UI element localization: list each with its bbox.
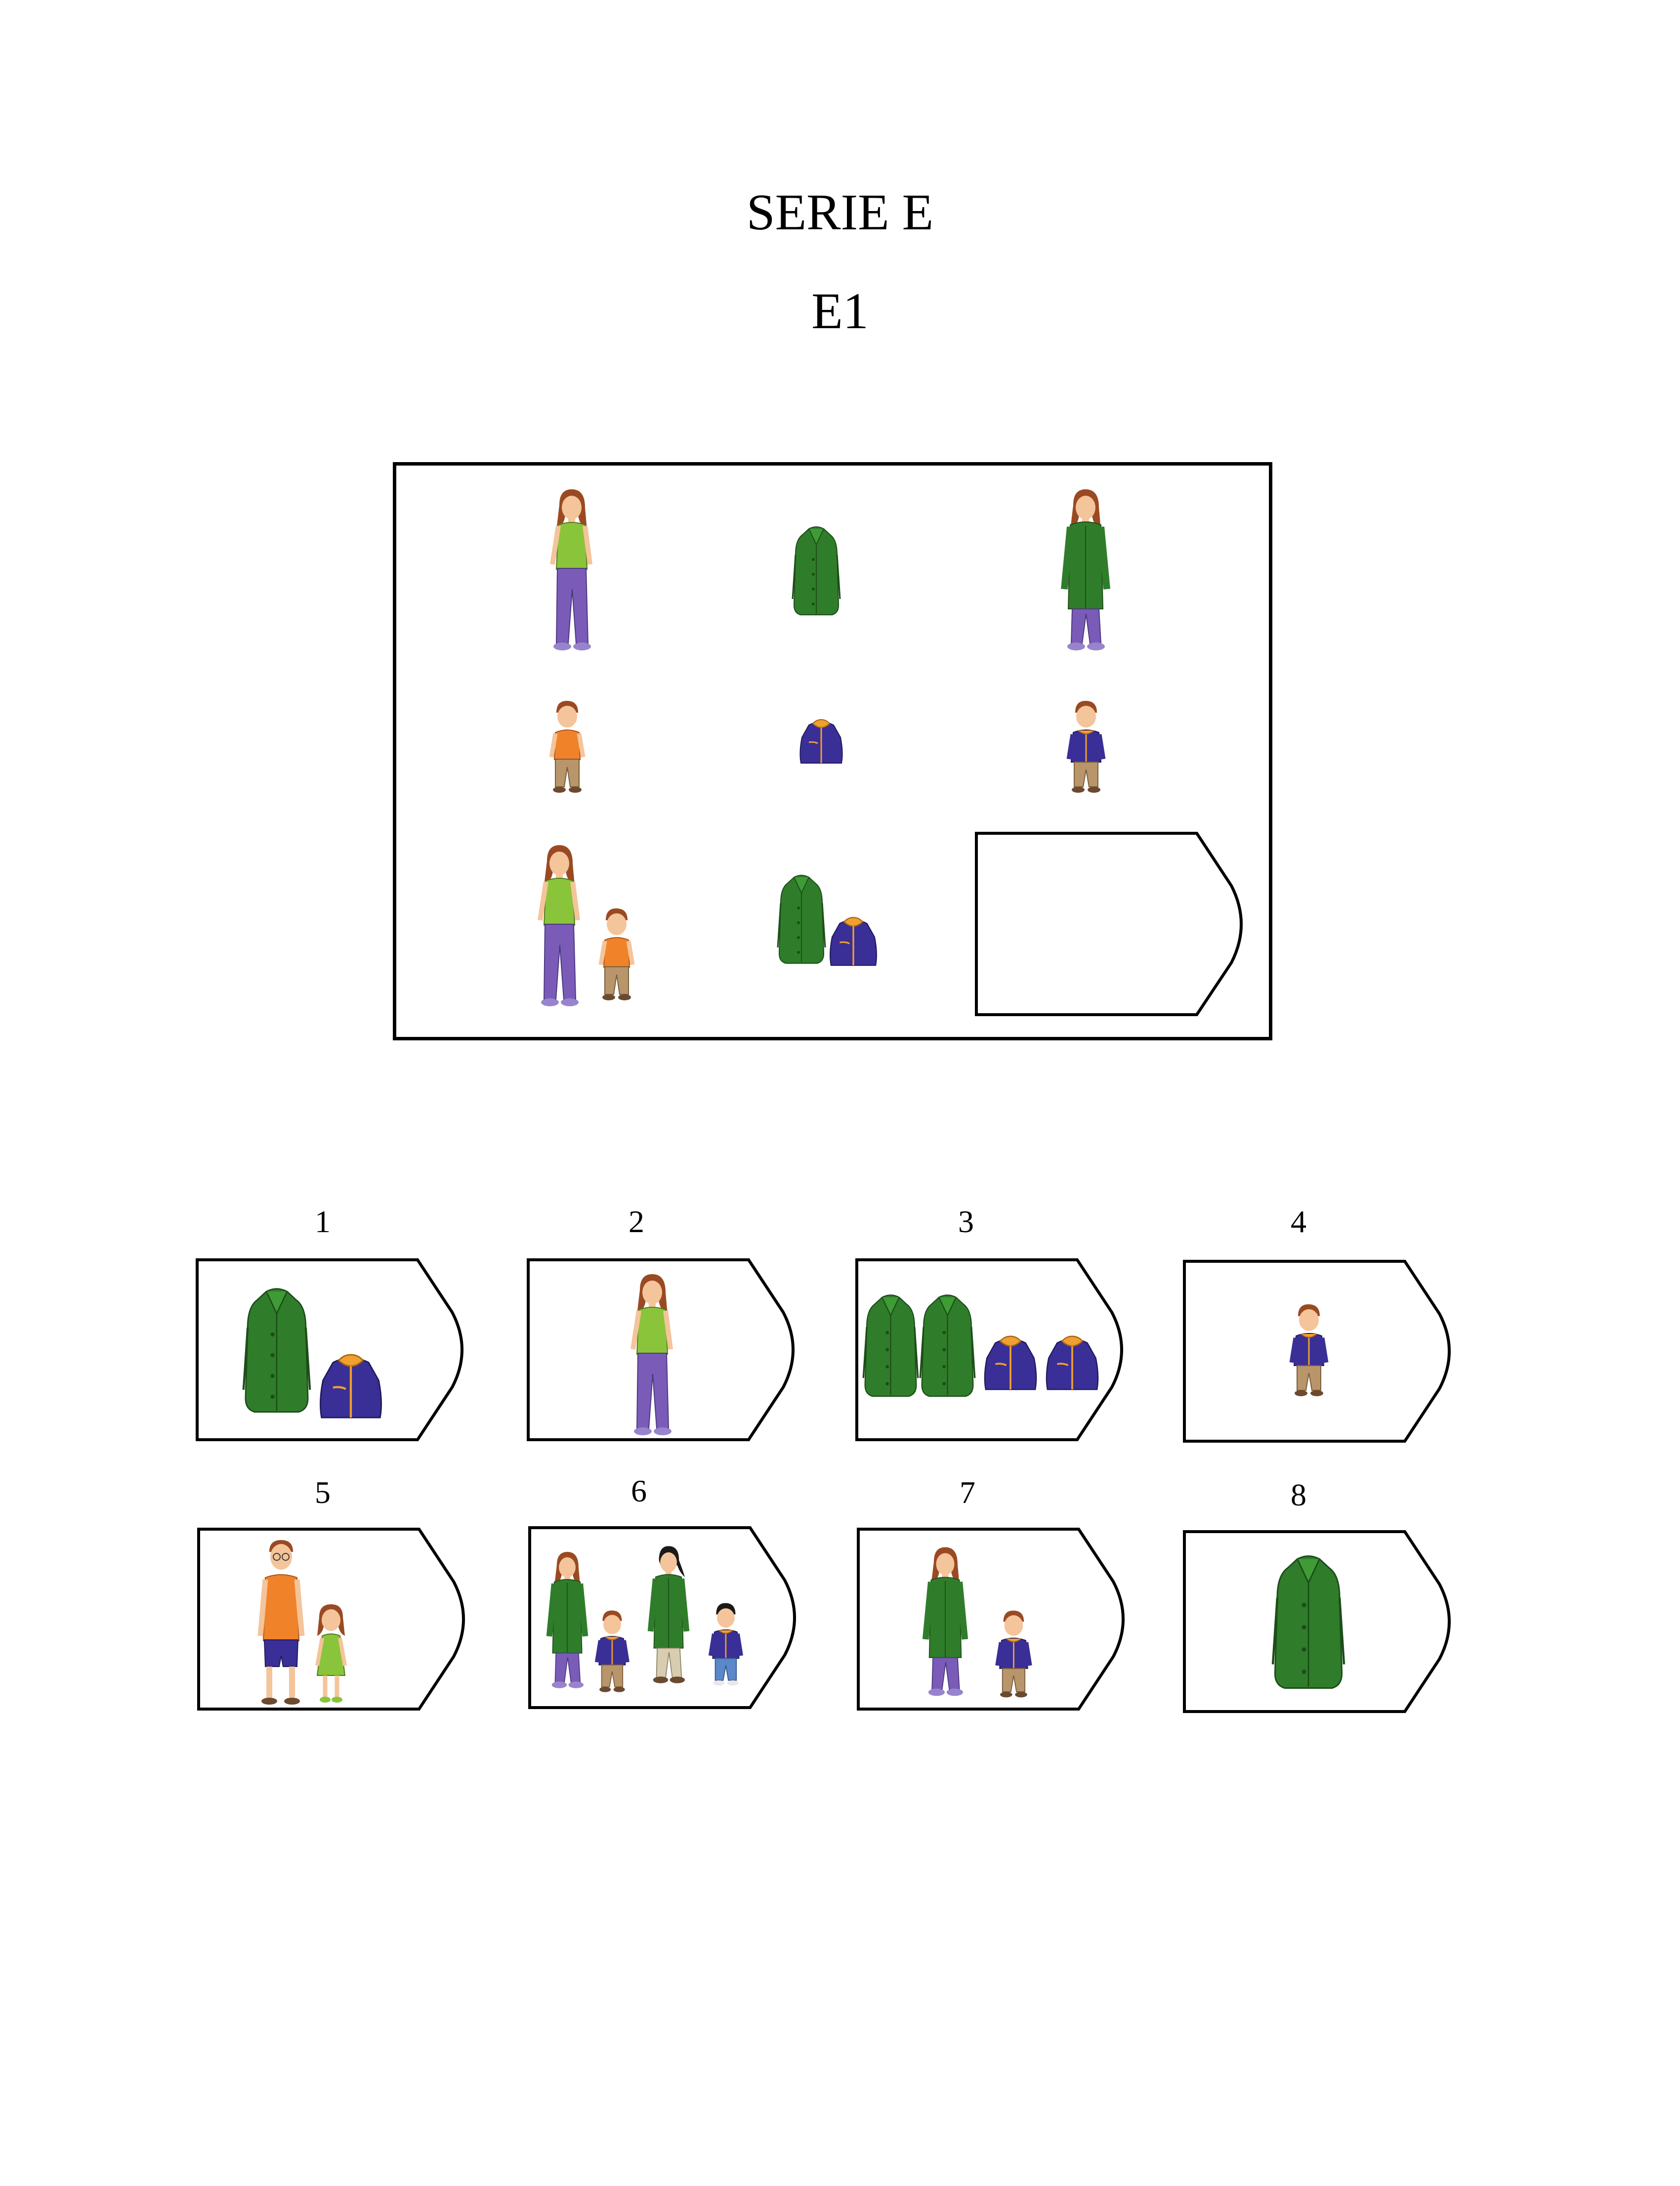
blue-jacket-icon [799, 718, 843, 770]
option-8[interactable] [1182, 1530, 1459, 1714]
boy-casual-figure [594, 905, 638, 1007]
option-3[interactable] [855, 1258, 1132, 1442]
option-number: 8 [1291, 1477, 1306, 1512]
option-1[interactable] [195, 1258, 472, 1442]
option-number: 5 [315, 1475, 331, 1510]
option-number: 3 [958, 1204, 974, 1239]
option-number: 7 [960, 1475, 975, 1510]
problem-matrix [393, 462, 1272, 1040]
option-number: 2 [629, 1204, 644, 1239]
option-5[interactable] [197, 1527, 473, 1711]
option-4[interactable] [1182, 1259, 1459, 1443]
green-coat-icon [777, 871, 826, 972]
option-7[interactable] [856, 1527, 1133, 1711]
series-title: SERIE E [746, 184, 934, 241]
option-6[interactable] [528, 1526, 804, 1710]
green-coat-icon [792, 525, 841, 621]
woman-green-coat-figure [1053, 485, 1118, 656]
option-number: 6 [631, 1473, 647, 1508]
option-number: 4 [1291, 1204, 1306, 1239]
option-number: 1 [315, 1204, 331, 1239]
boy-blue-jacket-figure [1063, 698, 1108, 799]
option-2[interactable] [526, 1258, 803, 1442]
boy-casual-figure [545, 698, 589, 799]
missing-answer-slot [974, 831, 1251, 1019]
item-title: E1 [811, 283, 869, 340]
woman-casual-figure [540, 485, 604, 656]
blue-jacket-icon [829, 915, 878, 972]
woman-casual-figure [527, 841, 591, 1012]
